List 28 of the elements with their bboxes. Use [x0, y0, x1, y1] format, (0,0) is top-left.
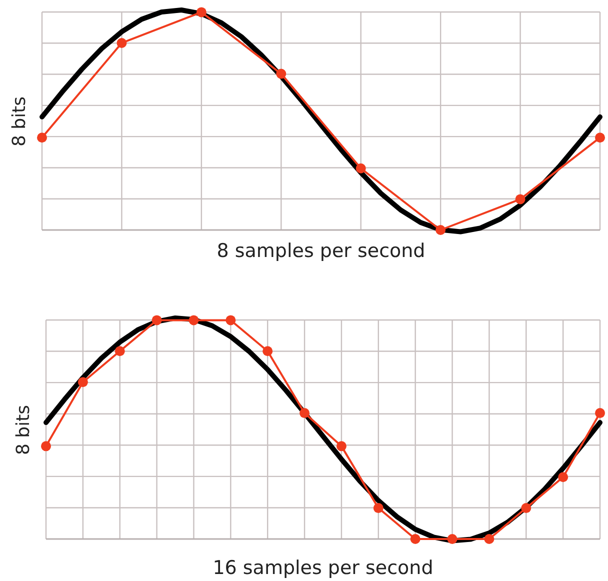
point: [188, 315, 199, 326]
y-axis-title: 8 bits: [9, 96, 30, 147]
point: [447, 534, 458, 544]
point: [436, 225, 446, 235]
x-axis-title: 16 samples per second: [212, 557, 434, 579]
point: [484, 534, 494, 544]
point: [78, 377, 88, 388]
point: [276, 68, 286, 79]
point: [226, 315, 236, 326]
point: [515, 194, 526, 204]
point: [196, 7, 206, 18]
x-axis-title: 8 samples per second: [216, 240, 426, 262]
point: [114, 346, 125, 356]
point: [41, 441, 51, 452]
point: [356, 163, 366, 174]
point: [595, 408, 605, 418]
point: [373, 503, 384, 514]
point: [37, 132, 47, 143]
point: [300, 408, 310, 418]
y-axis-title: 8 bits: [13, 404, 34, 456]
point: [410, 534, 420, 544]
point: [116, 38, 127, 48]
point: [558, 472, 568, 482]
point: [521, 503, 532, 514]
point: [336, 441, 346, 452]
point: [152, 315, 162, 326]
point: [595, 132, 605, 143]
point: [262, 346, 273, 356]
